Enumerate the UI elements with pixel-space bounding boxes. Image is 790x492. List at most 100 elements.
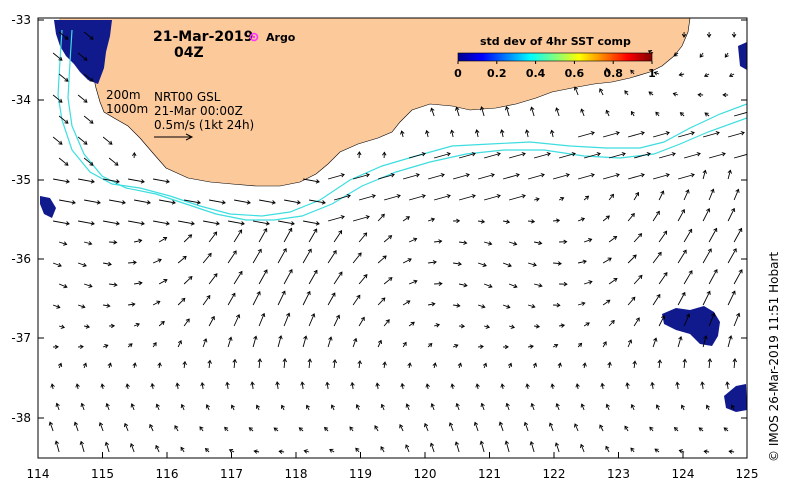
current-vector xyxy=(252,335,258,348)
current-vector xyxy=(708,188,715,201)
current-vector xyxy=(528,219,536,224)
current-vector xyxy=(253,220,270,226)
current-vector xyxy=(533,152,551,159)
current-vector xyxy=(183,234,193,243)
current-vector xyxy=(152,300,161,306)
current-vector xyxy=(727,131,745,138)
colorbar-tick-label: 1 xyxy=(648,67,656,80)
current-vector xyxy=(77,94,88,103)
current-vector xyxy=(630,69,635,75)
current-vector xyxy=(608,319,615,327)
current-vector xyxy=(552,343,559,348)
current-vector xyxy=(283,268,293,285)
current-vector xyxy=(608,193,615,201)
current-vector xyxy=(352,337,358,348)
current-vector xyxy=(303,449,310,454)
current-vector xyxy=(52,94,63,103)
current-vector xyxy=(208,315,215,327)
current-vector xyxy=(233,270,243,285)
current-vector xyxy=(548,422,554,432)
current-vector xyxy=(458,152,476,159)
current-vector xyxy=(248,427,254,432)
current-vector xyxy=(433,194,451,201)
current-vector xyxy=(153,220,170,226)
current-vector xyxy=(358,274,368,285)
current-vector xyxy=(550,383,555,390)
current-vector xyxy=(283,312,291,327)
current-vector xyxy=(627,212,635,222)
current-vector xyxy=(483,283,493,289)
current-vector xyxy=(177,255,187,264)
current-vector xyxy=(377,339,383,348)
current-vector xyxy=(405,444,410,453)
current-vector xyxy=(305,404,310,411)
current-vector xyxy=(204,448,210,453)
current-vector xyxy=(208,273,218,285)
x-tick-label: 118 xyxy=(285,467,308,481)
scale-arrow-label: 0.5m/s (1kt 24h) xyxy=(154,118,254,132)
current-vector xyxy=(577,173,595,180)
current-vector xyxy=(400,382,405,390)
x-tick-label: 117 xyxy=(220,467,243,481)
current-vector xyxy=(59,199,76,205)
current-vector xyxy=(580,443,585,453)
colorbar xyxy=(457,52,653,62)
current-vector xyxy=(575,383,580,390)
current-vector xyxy=(232,358,237,369)
current-vector xyxy=(627,339,633,348)
current-vector xyxy=(402,341,407,348)
current-vector xyxy=(528,344,534,349)
current-vector xyxy=(523,421,529,432)
current-vector xyxy=(459,323,466,329)
current-vector xyxy=(228,220,245,226)
current-vector xyxy=(733,312,741,327)
current-vector xyxy=(158,320,165,327)
current-vector xyxy=(325,381,330,390)
current-vector xyxy=(52,136,63,145)
current-vector xyxy=(180,403,185,411)
current-vector xyxy=(83,115,94,124)
current-vector xyxy=(530,402,535,411)
current-vector xyxy=(527,262,537,267)
current-vector xyxy=(727,248,737,264)
argo-legend-label: Argo xyxy=(266,31,296,44)
current-vector xyxy=(77,52,88,61)
current-vector xyxy=(453,261,462,267)
current-vector xyxy=(477,262,487,267)
current-vector xyxy=(52,262,62,268)
current-vector xyxy=(697,92,704,98)
current-vector xyxy=(602,341,607,348)
current-vector xyxy=(702,131,720,138)
current-vector xyxy=(649,426,654,432)
current-vector xyxy=(453,303,461,308)
current-vector xyxy=(654,448,660,453)
current-vector xyxy=(202,338,208,348)
current-vector-field xyxy=(48,31,747,454)
current-vector xyxy=(149,423,154,432)
current-vector xyxy=(205,404,210,411)
current-vector xyxy=(109,199,126,205)
current-vector xyxy=(427,217,436,222)
current-vector xyxy=(202,294,211,306)
current-vector xyxy=(727,207,736,222)
current-vector xyxy=(483,194,501,201)
current-vector xyxy=(329,448,335,453)
current-vector xyxy=(602,131,620,138)
current-vector xyxy=(327,249,337,264)
current-vector xyxy=(180,446,185,453)
current-vector xyxy=(630,110,635,117)
current-vector xyxy=(129,442,135,453)
current-vector xyxy=(727,169,732,180)
current-vector xyxy=(505,402,510,411)
current-vector xyxy=(573,86,579,96)
current-vector xyxy=(434,239,443,244)
current-vector xyxy=(583,152,601,159)
current-vector xyxy=(658,272,668,285)
current-vector xyxy=(682,358,687,369)
current-vector xyxy=(224,426,229,432)
current-vector xyxy=(554,442,560,453)
current-vector xyxy=(327,215,345,222)
current-vector xyxy=(402,258,412,264)
y-tick-label: -35 xyxy=(11,173,31,187)
current-vector xyxy=(677,335,683,348)
